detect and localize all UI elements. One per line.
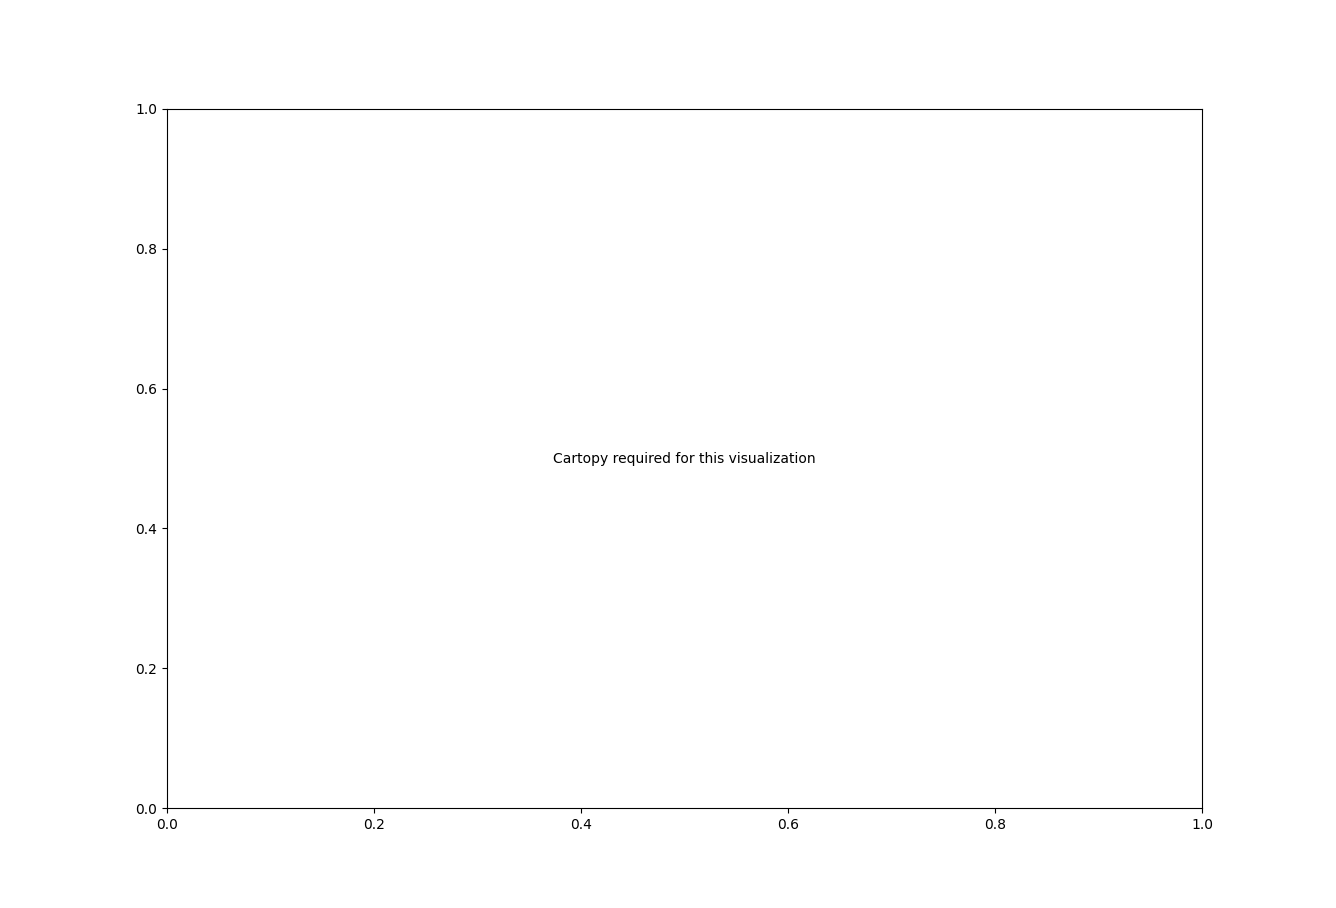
- Text: Cartopy required for this visualization: Cartopy required for this visualization: [553, 451, 816, 466]
